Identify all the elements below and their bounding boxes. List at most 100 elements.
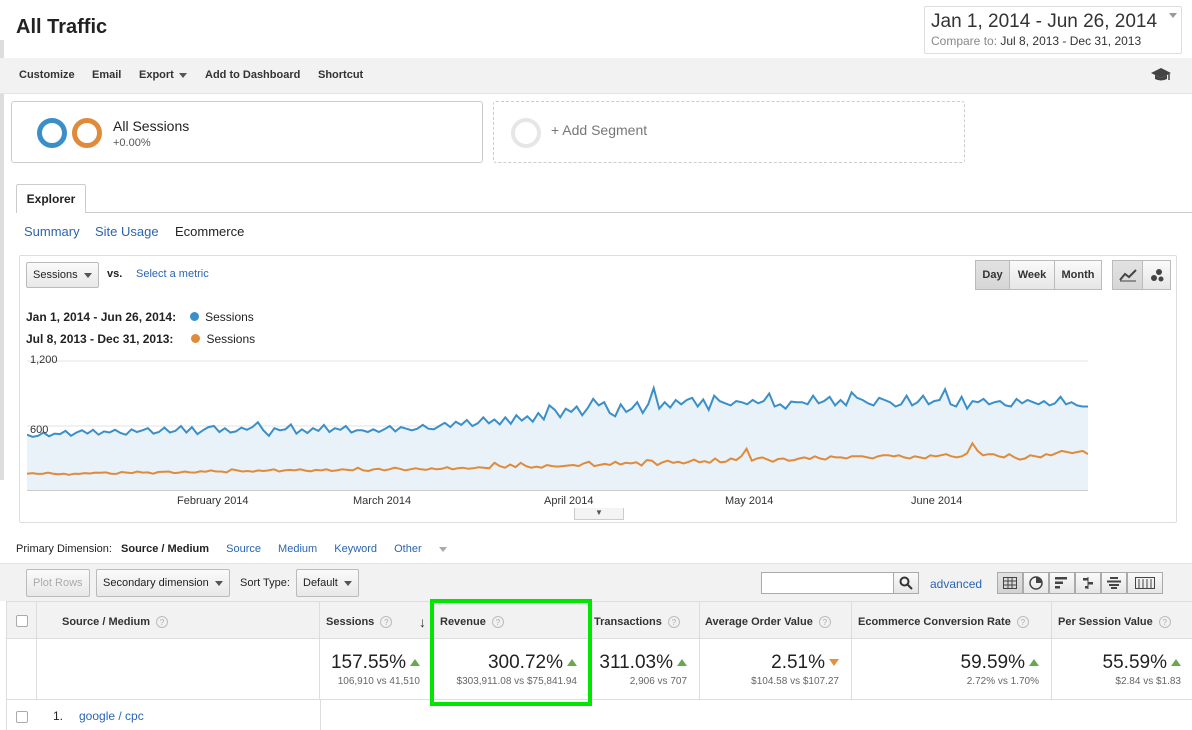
line-chart-view-button[interactable] xyxy=(1112,260,1143,290)
help-icon[interactable]: ? xyxy=(491,616,504,629)
totals-revenue-pct: 300.72% xyxy=(487,652,563,673)
totals-revenue-cmp: $303,911.08 vs $75,841.94 xyxy=(456,676,577,687)
dimension-other-label: Other xyxy=(394,543,422,555)
legend-current-series: Sessions xyxy=(205,310,254,324)
select-metric-link[interactable]: Select a metric xyxy=(136,268,209,280)
pie-view-button[interactable] xyxy=(1023,572,1049,594)
secondary-dimension-select[interactable]: Secondary dimension xyxy=(96,569,230,597)
row-source-medium-link[interactable]: google / cpc xyxy=(79,709,144,723)
primary-dimension-bar: Primary Dimension: Source / Medium Sourc… xyxy=(16,543,461,555)
sort-caret-icon xyxy=(343,580,352,586)
sort-down-arrow-icon: ↓ xyxy=(419,614,426,630)
plot-rows-button[interactable]: Plot Rows xyxy=(26,569,90,597)
select-all-checkbox[interactable] xyxy=(16,615,28,627)
dimension-keyword[interactable]: Keyword xyxy=(334,543,378,555)
help-icon[interactable]: ? xyxy=(1016,616,1029,629)
dimension-source[interactable]: Source xyxy=(226,543,261,555)
totals-aov: 2.51% $104.58 vs $107.27 xyxy=(700,639,852,699)
term-cloud-view-button[interactable] xyxy=(1101,572,1127,594)
add-segment-label: + Add Segment xyxy=(551,122,648,138)
customize-button[interactable]: Customize xyxy=(19,69,75,81)
trend-up-icon xyxy=(1171,659,1181,667)
header-ecr-label: Ecommerce Conversion Rate xyxy=(858,616,1011,628)
legend-previous-range: Jul 8, 2013 - Dec 31, 2013: xyxy=(26,332,174,346)
date-range-value: Jan 1, 2014 - Jun 26, 2014 xyxy=(931,11,1158,32)
month-button[interactable]: Month xyxy=(1054,260,1102,290)
week-button[interactable]: Week xyxy=(1009,260,1055,290)
legend-previous-series: Sessions xyxy=(206,332,256,346)
collapse-chart-toggle[interactable]: ▼ xyxy=(574,508,624,520)
export-button[interactable]: Export xyxy=(139,69,187,81)
pivot-icon xyxy=(1135,577,1155,589)
pie-chart-icon xyxy=(1029,576,1043,590)
bubble-chart-icon xyxy=(1150,269,1163,282)
metric-select[interactable]: Sessions xyxy=(26,262,99,288)
tab-explorer[interactable]: Explorer xyxy=(16,184,86,213)
header-select-all-cell xyxy=(7,601,37,639)
help-icon[interactable]: ? xyxy=(156,616,169,629)
table-search-input[interactable] xyxy=(761,572,894,594)
advanced-filter-link[interactable]: advanced xyxy=(930,577,983,591)
row-index: 1. xyxy=(53,709,64,723)
x-label-april: April 2014 xyxy=(544,495,594,507)
help-icon[interactable]: ? xyxy=(1158,616,1171,629)
header-ecommerce-conversion-rate[interactable]: Ecommerce Conversion Rate? xyxy=(852,601,1052,639)
totals-aov-pct: 2.51% xyxy=(771,652,825,673)
export-label: Export xyxy=(139,69,174,81)
primary-dimension-label: Primary Dimension: xyxy=(16,543,112,555)
date-range-picker[interactable]: Jan 1, 2014 - Jun 26, 2014 Compare to: J… xyxy=(924,6,1182,54)
graduation-cap-icon[interactable] xyxy=(1150,66,1172,84)
totals-ecr-cmp: 2.72% vs 1.70% xyxy=(966,676,1039,687)
subtab-site-usage[interactable]: Site Usage xyxy=(95,224,159,239)
subtab-ecommerce[interactable]: Ecommerce xyxy=(175,224,245,239)
add-to-dashboard-button[interactable]: Add to Dashboard xyxy=(205,69,301,81)
subtab-summary[interactable]: Summary xyxy=(24,224,80,239)
term-cloud-icon xyxy=(1107,577,1121,589)
dimension-medium[interactable]: Medium xyxy=(278,543,318,555)
totals-psv-pct: 55.59% xyxy=(1102,652,1167,673)
header-per-session-value[interactable]: Per Session Value? xyxy=(1052,601,1192,639)
x-label-may: May 2014 xyxy=(725,495,774,507)
sort-type-select[interactable]: Default xyxy=(296,569,359,597)
search-icon xyxy=(899,576,913,590)
segment-all-sessions[interactable]: All Sessions +0.00% xyxy=(11,101,483,163)
header-source-medium[interactable]: Source / Medium? xyxy=(37,601,320,639)
segment-change: +0.00% xyxy=(113,137,151,149)
totals-psv: 55.59% $2.84 vs $1.83 xyxy=(1052,639,1192,699)
dimension-source-medium[interactable]: Source / Medium xyxy=(121,543,210,555)
x-label-february: February 2014 xyxy=(177,495,249,507)
comparison-view-button[interactable] xyxy=(1075,572,1101,594)
performance-view-button[interactable] xyxy=(1049,572,1075,594)
totals-sessions: 157.55% 106,910 vs 41,510 xyxy=(320,639,433,699)
help-icon[interactable]: ? xyxy=(818,616,831,629)
header-sessions[interactable]: Sessions? ↓ xyxy=(320,601,433,639)
pivot-view-button[interactable] xyxy=(1127,572,1163,594)
email-button[interactable]: Email xyxy=(92,69,122,81)
add-segment-box[interactable]: + Add Segment xyxy=(493,101,965,163)
shortcut-button[interactable]: Shortcut xyxy=(318,69,364,81)
compare-range-value: Jul 8, 2013 - Dec 31, 2013 xyxy=(1000,34,1142,48)
row-checkbox[interactable] xyxy=(16,711,28,723)
help-icon[interactable]: ? xyxy=(667,616,680,629)
table-header-row xyxy=(7,601,1192,639)
table-view-button[interactable] xyxy=(997,572,1023,594)
segment-orange-ring-icon xyxy=(72,118,102,148)
dimension-other[interactable]: Other xyxy=(394,543,461,555)
row-column-divider xyxy=(320,699,321,730)
motion-chart-view-button[interactable] xyxy=(1142,260,1171,290)
trend-up-icon xyxy=(677,659,687,667)
comparison-icon xyxy=(1083,577,1093,589)
revenue-highlight-box xyxy=(430,599,592,706)
date-dropdown-icon xyxy=(1169,13,1177,18)
header-average-order-value[interactable]: Average Order Value? xyxy=(700,601,852,639)
trend-down-icon xyxy=(829,659,839,667)
header-transactions[interactable]: Transactions? xyxy=(590,601,700,639)
data-table: Source / Medium? Sessions? ↓ Revenue? Tra… xyxy=(6,601,1192,730)
trend-up-icon xyxy=(410,659,420,667)
row-divider xyxy=(7,699,1192,700)
table-search-button[interactable] xyxy=(893,572,919,594)
totals-ecr: 59.59% 2.72% vs 1.70% xyxy=(852,639,1052,699)
help-icon[interactable]: ? xyxy=(380,616,393,629)
header-sessions-label: Sessions xyxy=(326,616,375,628)
day-button[interactable]: Day xyxy=(975,260,1010,290)
